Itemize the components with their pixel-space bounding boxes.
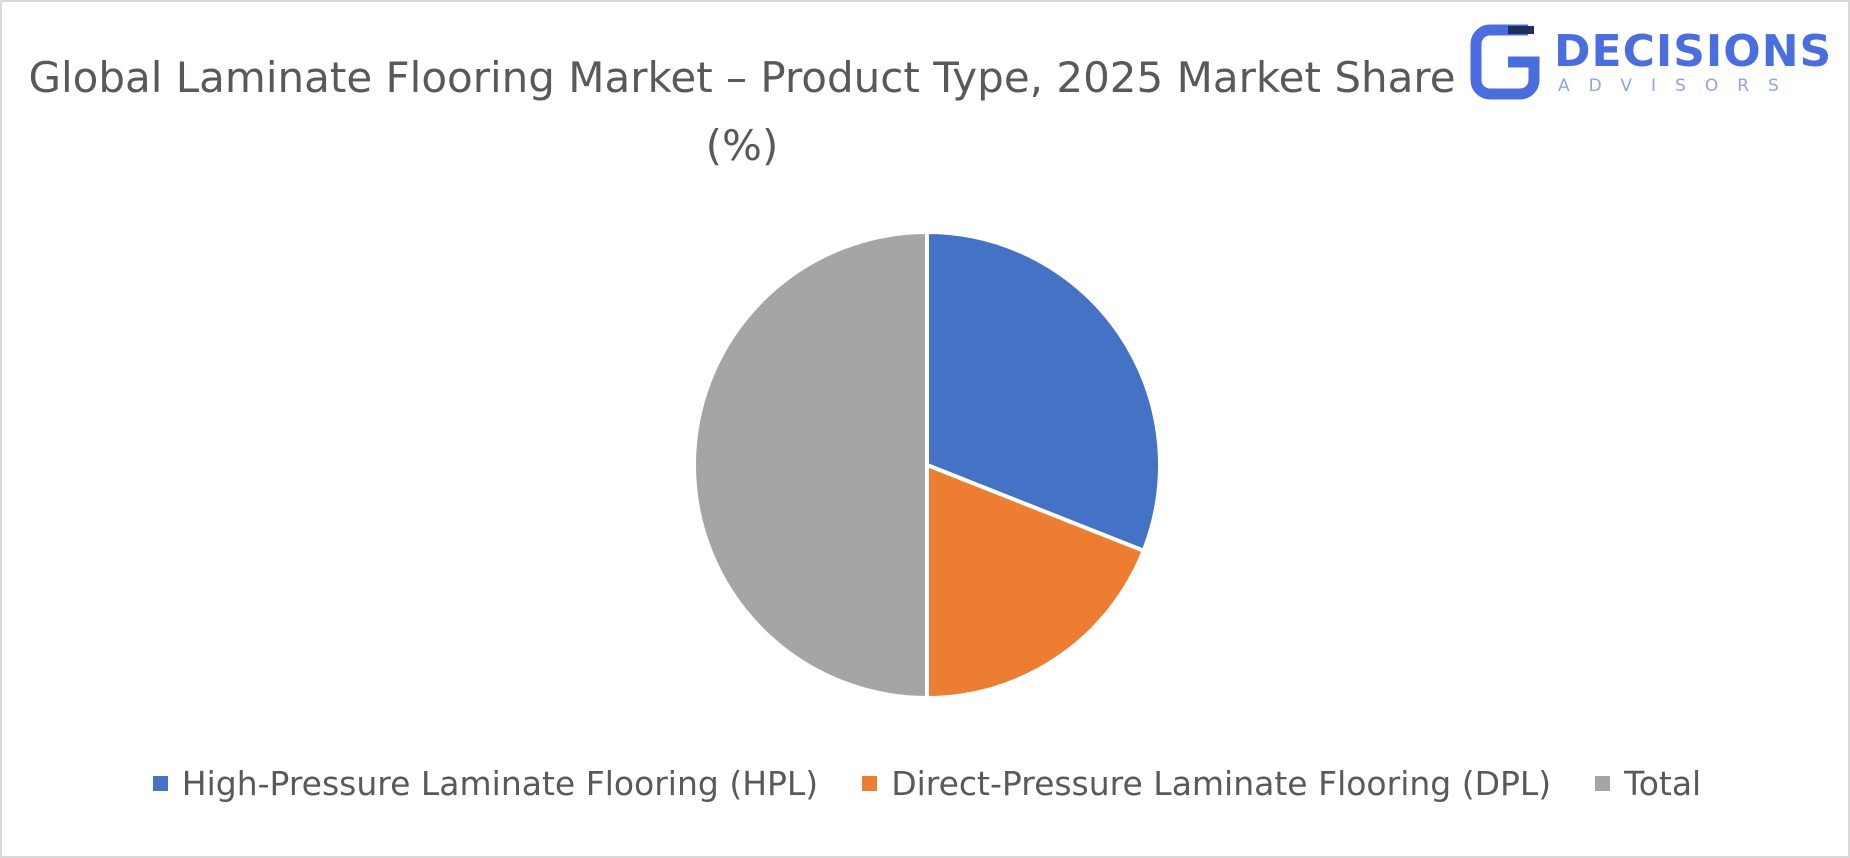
chart-title: Global Laminate Flooring Market – Produc… bbox=[28, 53, 1456, 170]
legend-swatch bbox=[152, 776, 168, 791]
legend-item: Total bbox=[1595, 764, 1701, 803]
legend: High-Pressure Laminate Flooring (HPL) Dir… bbox=[2, 764, 1850, 803]
legend-item: Direct-Pressure Laminate Flooring (DPL) bbox=[862, 764, 1551, 803]
legend-label: Direct-Pressure Laminate Flooring (DPL) bbox=[891, 764, 1552, 803]
logo: DECISIONS ADVISORS bbox=[1468, 22, 1838, 102]
pie-chart bbox=[692, 229, 1163, 701]
logo-name: DECISIONS bbox=[1554, 26, 1833, 77]
logo-tagline: ADVISORS bbox=[1558, 76, 1798, 96]
legend-item: High-Pressure Laminate Flooring (HPL) bbox=[152, 764, 819, 803]
pie-slice bbox=[692, 229, 929, 701]
pie-slice bbox=[925, 462, 1147, 701]
legend-swatch bbox=[1595, 776, 1611, 791]
logo-icon bbox=[1470, 24, 1540, 100]
pie-slice bbox=[925, 229, 1163, 554]
legend-swatch bbox=[862, 776, 878, 791]
legend-label: Total bbox=[1624, 764, 1702, 803]
legend-label: High-Pressure Laminate Flooring (HPL) bbox=[181, 764, 819, 803]
